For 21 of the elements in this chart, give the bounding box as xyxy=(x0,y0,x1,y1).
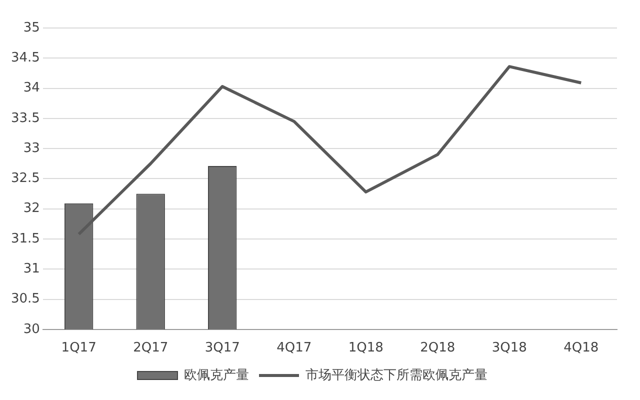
x-tick-label: 2Q18 xyxy=(420,340,456,356)
y-tick-label: 30.5 xyxy=(10,292,40,307)
x-tick-label: 3Q17 xyxy=(204,340,240,356)
x-tick-label: 3Q18 xyxy=(492,340,527,356)
legend-label: 欧佩克产量 xyxy=(184,368,249,383)
x-tick-label: 4Q18 xyxy=(564,340,599,356)
y-tick-label: 35 xyxy=(23,20,40,36)
x-tick-label: 4Q17 xyxy=(276,340,312,356)
y-tick-label: 33 xyxy=(23,140,40,156)
y-tick-label: 31 xyxy=(23,261,40,276)
y-tick-label: 34 xyxy=(23,80,40,96)
y-tick-label: 30 xyxy=(23,322,40,337)
x-tick-label: 2Q17 xyxy=(133,340,168,356)
x-tick-label: 1Q17 xyxy=(61,340,96,356)
y-tick-label: 31.5 xyxy=(10,231,40,246)
y-tick-label: 33.5 xyxy=(10,110,40,126)
legend-label: 市场平衡状态下所需欧佩克产量 xyxy=(306,368,488,383)
x-tick-label: 1Q18 xyxy=(348,340,384,356)
y-tick-label: 32 xyxy=(23,201,40,216)
y-tick-label: 34.5 xyxy=(10,50,40,66)
y-tick-label: 32.5 xyxy=(10,171,40,186)
